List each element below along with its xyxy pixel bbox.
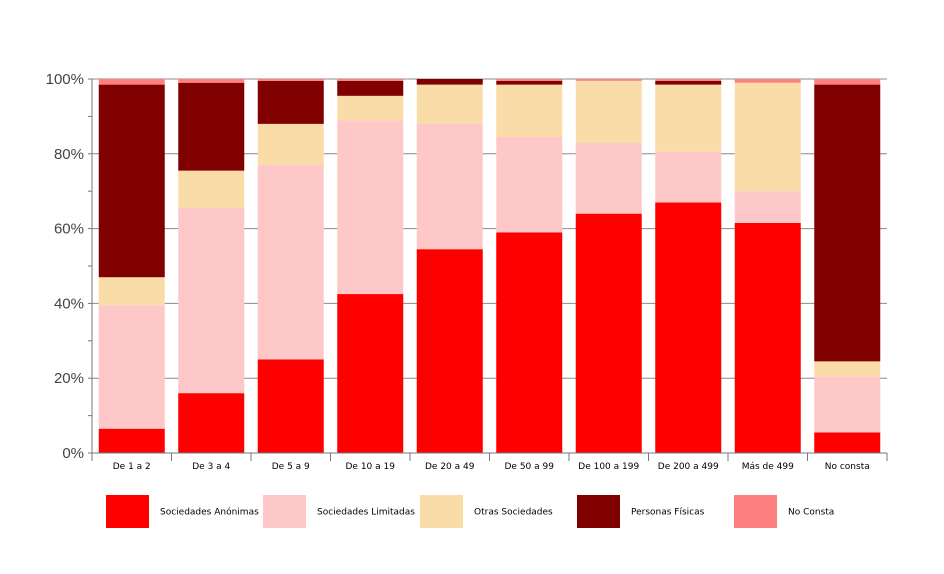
- bar-segment: [178, 208, 245, 394]
- bar-segment: [814, 432, 881, 453]
- legend-label: No Consta: [788, 508, 834, 518]
- bar-segment: [178, 170, 245, 209]
- bar-segment: [814, 361, 881, 377]
- y-tick-label: 20%: [54, 370, 84, 387]
- x-tick-label: De 200 a 499: [658, 462, 719, 472]
- bar-segment: [98, 428, 165, 453]
- bar-segment: [655, 202, 722, 453]
- legend-item: Otras Sociedades: [420, 495, 553, 528]
- bar-segment: [98, 277, 165, 306]
- bar-segment: [575, 213, 642, 453]
- x-tick-label: De 50 a 99: [505, 462, 555, 472]
- x-tick-label: De 3 a 4: [192, 462, 230, 472]
- bar-segment: [575, 79, 642, 81]
- bar-segment: [337, 120, 404, 295]
- legend-label: Sociedades Anónimas: [160, 507, 259, 518]
- bar-segment: [814, 79, 881, 85]
- x-tick-label: De 20 a 49: [425, 462, 475, 472]
- x-tick-label: Más de 499: [742, 462, 794, 472]
- bar-segment: [814, 84, 881, 362]
- legend-label: Personas Físicas: [631, 508, 705, 518]
- legend-swatch: [577, 495, 620, 528]
- x-axis: De 1 a 2 De 3 a 4 De 5 a 9 De 10 a 19 De 20 …: [91, 452, 888, 472]
- bars: [98, 79, 881, 453]
- bar-segment: [98, 79, 165, 85]
- bar-segment: [98, 84, 165, 278]
- bar-segment: [337, 95, 404, 121]
- x-tick-label: De 5 a 9: [272, 462, 310, 472]
- bar-segment: [734, 222, 801, 453]
- legend-item: Sociedades Anónimas: [106, 495, 259, 528]
- bar-segment: [496, 79, 563, 81]
- x-tick-label: De 1 a 2: [113, 462, 151, 472]
- bar-segment: [496, 84, 563, 137]
- bar-segment: [257, 80, 324, 124]
- bar-segment: [416, 123, 483, 250]
- y-tick-label: 0%: [62, 445, 84, 462]
- legend-swatch: [420, 495, 463, 528]
- bar-segment: [734, 79, 801, 83]
- bar-segment: [655, 79, 722, 81]
- legend-item: No Consta: [734, 495, 834, 528]
- legend-item: Personas Físicas: [577, 495, 705, 528]
- legend-swatch: [106, 495, 149, 528]
- bar-segment: [257, 123, 324, 166]
- y-tick-label: 100%: [46, 71, 84, 88]
- x-tick-label: No consta: [825, 462, 870, 472]
- bar-segment: [178, 79, 245, 83]
- bar-segment: [655, 80, 722, 85]
- y-tick-label: 80%: [54, 146, 84, 163]
- y-axis: 0% 20% 40% 60% 80% 100%: [46, 71, 93, 462]
- bar-segment: [655, 151, 722, 203]
- bar-segment: [337, 79, 404, 81]
- bar-segment: [496, 80, 563, 85]
- bar-segment: [257, 359, 324, 453]
- x-tick-label: De 10 a 19: [346, 462, 396, 472]
- bar-segment: [98, 305, 165, 429]
- bar-segment: [416, 249, 483, 453]
- bar-segment: [814, 376, 881, 433]
- bar-segment: [178, 393, 245, 453]
- bar-segment: [257, 165, 324, 360]
- bar-segment: [575, 80, 642, 143]
- bar-segment: [575, 142, 642, 214]
- bar-segment: [337, 80, 404, 96]
- legend-swatch: [734, 495, 777, 528]
- legend-item: Sociedades Limitadas: [263, 495, 415, 528]
- bar-segment: [178, 82, 245, 171]
- bar-segment: [337, 294, 404, 453]
- bar-segment: [496, 136, 563, 233]
- legend-label: Sociedades Limitadas: [317, 508, 415, 518]
- y-tick-label: 40%: [54, 295, 84, 312]
- bar-segment: [257, 79, 324, 81]
- bar-segment: [496, 232, 563, 453]
- legend: Sociedades Anónimas Sociedades Limitadas O…: [106, 495, 834, 528]
- bar-segment: [655, 84, 722, 152]
- bar-segment: [416, 79, 483, 85]
- legend-swatch: [263, 495, 306, 528]
- bar-segment: [416, 84, 483, 124]
- legend-label: Otras Sociedades: [474, 508, 553, 518]
- y-tick-label: 60%: [54, 221, 84, 238]
- x-tick-label: De 100 a 199: [578, 462, 639, 472]
- bar-segment: [734, 191, 801, 223]
- bar-segment: [734, 82, 801, 192]
